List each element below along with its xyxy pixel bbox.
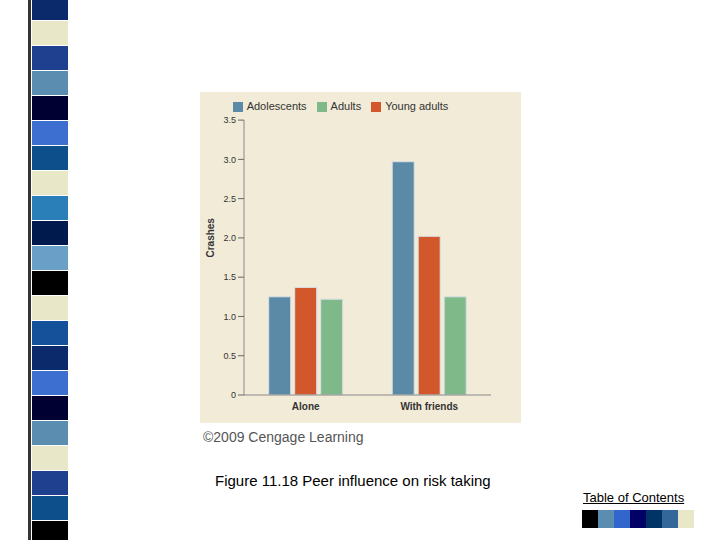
svg-text:Alone: Alone	[292, 401, 320, 412]
svg-text:Crashes: Crashes	[205, 218, 216, 258]
svg-text:1.5: 1.5	[223, 272, 236, 282]
svg-text:3.0: 3.0	[223, 155, 236, 165]
html-text:Young adults: Young adults	[385, 100, 449, 112]
html-text:Adults: Adults	[330, 100, 362, 112]
html-text:©2009 Cengage Learning: ©2009 Cengage Learning	[203, 429, 364, 445]
svg-text:With friends: With friends	[400, 401, 458, 412]
html-text:Table of Contents: Table of Contents	[583, 490, 685, 505]
svg-text:3.5: 3.5	[223, 115, 236, 125]
svg-text:0.5: 0.5	[223, 351, 236, 361]
svg-text:2.5: 2.5	[223, 194, 236, 204]
svg-text:1.0: 1.0	[223, 312, 236, 322]
html-text:Adolescents: Adolescents	[246, 100, 307, 112]
html-text:Figure 11.18 Peer influence on: Figure 11.18 Peer influence on risk taki…	[215, 472, 491, 489]
svg-text:2.0: 2.0	[223, 233, 236, 243]
svg-text:0: 0	[231, 390, 236, 400]
